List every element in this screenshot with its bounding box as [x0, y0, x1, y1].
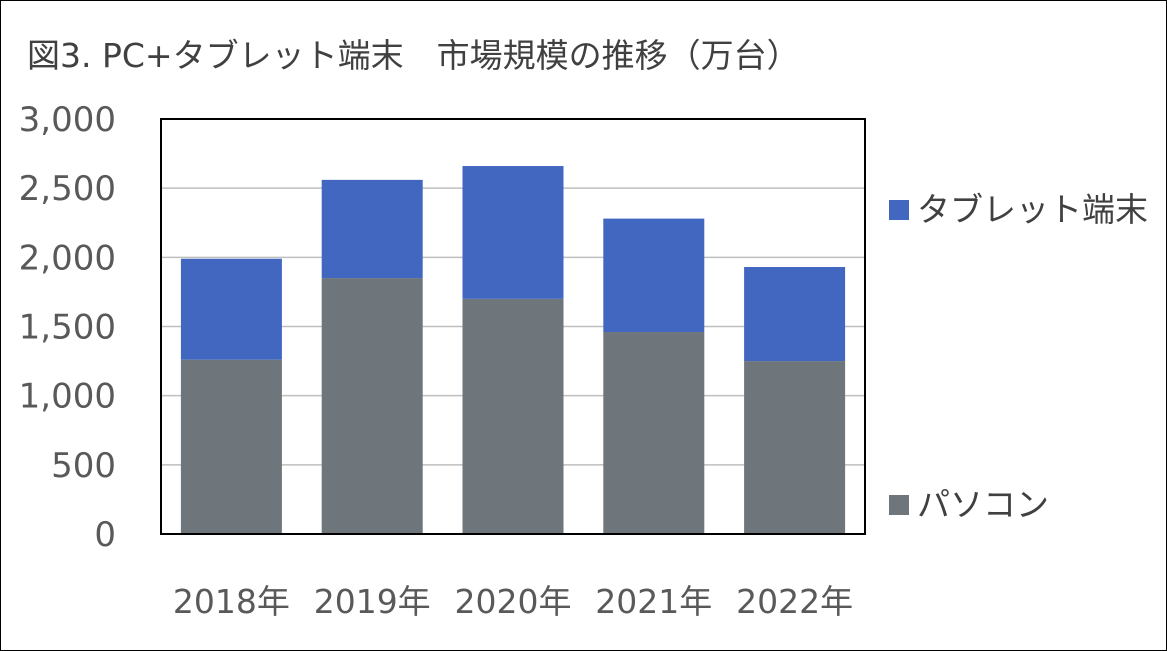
bar-tablet-0	[180, 258, 282, 360]
chart-title: 図3. PC+タブレット端末 市場規模の推移（万台）	[27, 36, 800, 75]
x-category-label: 2019年	[314, 582, 431, 621]
y-tick-label: 1,000	[19, 377, 116, 417]
x-category-label: 2022年	[736, 582, 853, 621]
x-category-label: 2021年	[595, 582, 712, 621]
legend-label-tablet: タブレット端末	[917, 190, 1148, 229]
bar-pc-2	[462, 298, 564, 534]
legend-label-pc: パソコン	[917, 485, 1049, 524]
bar-tablet-4	[744, 267, 846, 362]
x-category-label: 2018年	[173, 582, 290, 621]
y-tick-label: 1,500	[19, 308, 116, 348]
bar-tablet-3	[603, 218, 705, 333]
y-tick-label: 3,000	[19, 100, 116, 140]
y-axis-ticks: 0 500 1,000 1,500 2,000 2,500 3,000	[19, 100, 116, 555]
x-category-label: 2020年	[455, 582, 572, 621]
bar-tablet-2	[462, 166, 564, 299]
x-axis-categories: 2018年 2019年 2020年 2021年 2022年	[173, 582, 853, 621]
bar-pc-1	[321, 278, 423, 534]
bar-pc-4	[744, 361, 846, 534]
bar-tablet-1	[321, 179, 423, 279]
bars	[180, 166, 846, 534]
plot-area-border	[160, 118, 866, 535]
legend-swatch-pc	[889, 495, 909, 515]
legend-swatch-tablet	[889, 200, 909, 220]
y-tick-label: 2,500	[19, 169, 116, 209]
bar-pc-3	[603, 332, 705, 534]
y-tick-label: 500	[51, 446, 116, 486]
y-tick-label: 2,000	[19, 238, 116, 278]
y-tick-label: 0	[94, 515, 116, 555]
bar-pc-0	[180, 359, 282, 534]
